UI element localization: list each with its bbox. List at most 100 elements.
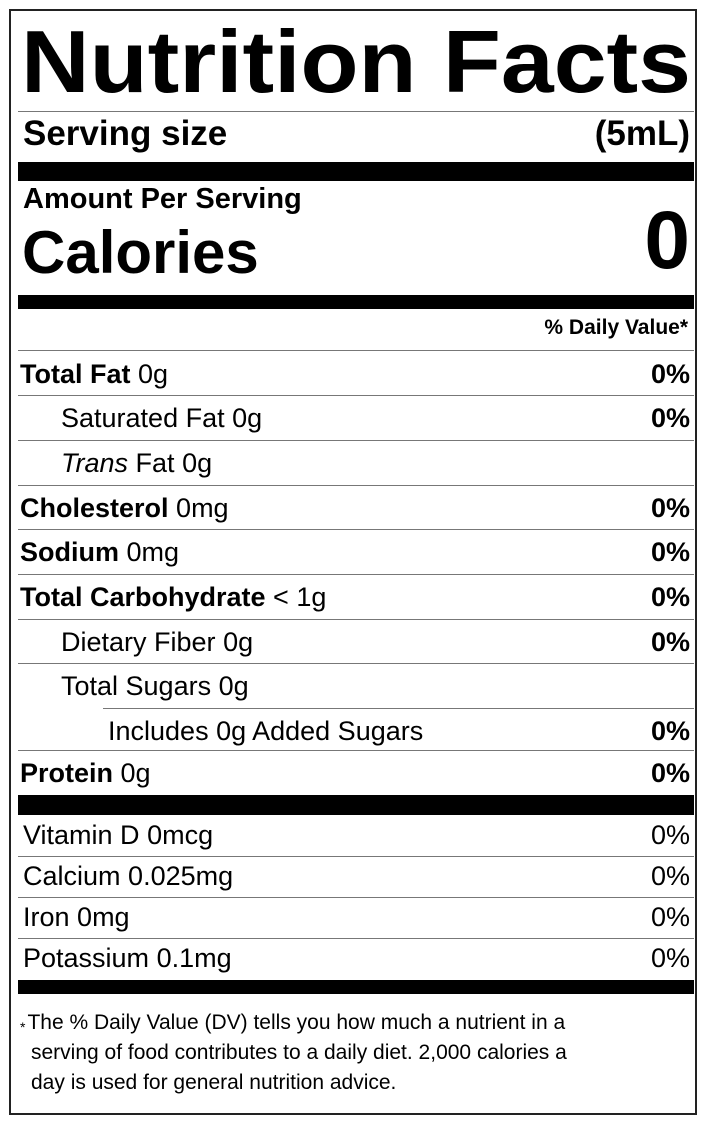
daily-value-percent: 0% <box>650 626 690 657</box>
divider <box>18 619 694 620</box>
nutrient-label: Dietary Fiber 0g <box>18 627 253 658</box>
divider <box>18 529 694 530</box>
nutrient-label: Total Fat 0g <box>18 359 168 390</box>
vitamin-row: Calcium 0.025mg 0% <box>23 856 690 897</box>
divider <box>18 395 694 396</box>
nutrient-row: Dietary Fiber 0g 0% <box>18 620 690 664</box>
calories-value: 0 <box>644 195 690 286</box>
serving-size-value: (5mL) <box>594 114 690 153</box>
daily-value-percent: 0% <box>650 902 690 932</box>
divider <box>18 663 694 664</box>
nutrient-label: Total Sugars 0g <box>18 671 249 702</box>
nutrient-name: Saturated Fat <box>61 402 225 433</box>
nutrition-label-border <box>9 9 697 1115</box>
nutrient-amount: 0g <box>120 757 151 788</box>
thick-divider <box>18 295 694 309</box>
nutrient-amount: 0g <box>218 670 249 701</box>
nutrient-row: Cholesterol 0mg 0% <box>18 486 690 530</box>
nutrient-row: Trans Fat 0g <box>18 441 690 485</box>
nutrient-amount: 0mg <box>176 492 229 523</box>
nutrient-amount: 0g <box>223 626 254 657</box>
nutrient-label: Saturated Fat 0g <box>18 403 262 434</box>
vitamin-label: Calcium 0.025mg <box>23 861 233 892</box>
vitamin-amount: 0mcg <box>147 820 214 850</box>
nutrient-amount: 0g <box>182 447 213 478</box>
daily-value-percent: 0% <box>650 861 690 891</box>
footnote-text: The % Daily Value (DV) tells you how muc… <box>27 1011 566 1034</box>
divider <box>18 440 694 441</box>
nutrient-row: Includes 0g Added Sugars 0% <box>18 709 690 753</box>
calories-label: Calories <box>22 219 259 286</box>
vitamin-amount: 0.1mg <box>156 943 232 973</box>
divider <box>103 708 694 709</box>
asterisk: * <box>20 1019 26 1035</box>
nutrient-row: Total Carbohydrate < 1g 0% <box>18 575 690 619</box>
nutrient-name: Dietary Fiber <box>61 626 216 657</box>
nutrient-label: Cholesterol 0mg <box>18 493 229 524</box>
serving-size-label: Serving size <box>23 114 228 153</box>
vitamin-name: Potassium <box>23 943 150 973</box>
footnote-line: day is used for general nutrition advice… <box>31 1071 397 1094</box>
vitamin-label: Vitamin D 0mcg <box>23 820 213 851</box>
nutrient-label: Protein 0g <box>18 758 151 789</box>
nutrient-amount: < 1g <box>273 581 327 612</box>
nutrient-amount: 0g <box>232 402 263 433</box>
daily-value-percent: 0% <box>650 581 690 612</box>
nutrient-label: Total Carbohydrate < 1g <box>18 582 326 613</box>
daily-value-header: % Daily Value* <box>544 316 688 339</box>
divider <box>18 856 694 857</box>
nutrient-name: Cholesterol <box>20 492 169 523</box>
vitamin-row: Potassium 0.1mg 0% <box>23 938 690 979</box>
nutrient-row: Sodium 0mg 0% <box>18 530 690 574</box>
daily-value-percent: 0% <box>650 715 690 746</box>
nutrient-amount: 0mg <box>126 536 180 567</box>
nutrient-name: Sodium <box>20 536 119 567</box>
daily-value-percent: 0% <box>650 820 690 850</box>
nutrient-name: Trans <box>61 447 129 478</box>
divider <box>18 485 694 486</box>
nutrient-row: Total Fat 0g 0% <box>18 352 690 396</box>
footnote-line: *The % Daily Value (DV) tells you how mu… <box>20 1008 680 1038</box>
vitamin-name: Calcium <box>23 861 121 891</box>
nutrient-name: Includes 0g Added Sugars <box>108 715 424 746</box>
nutrient-name: Total Fat <box>20 358 131 389</box>
nutrient-row: Protein 0g 0% <box>18 751 690 795</box>
nutrient-name: Protein <box>20 757 114 788</box>
vitamin-amount: 0.025mg <box>128 861 234 891</box>
divider <box>18 897 694 898</box>
vitamin-label: Potassium 0.1mg <box>23 943 232 974</box>
amount-per-serving: Amount Per Serving <box>23 183 302 215</box>
vitamin-name: Iron <box>23 902 70 932</box>
vitamin-name: Vitamin D <box>23 820 140 850</box>
nutrient-name: Total Carbohydrate <box>20 581 266 612</box>
nutrient-name: Total Sugars <box>61 670 212 701</box>
daily-value-percent: 0% <box>650 536 690 567</box>
daily-value-percent: 0% <box>650 492 690 523</box>
nutrient-row: Saturated Fat 0g 0% <box>18 396 690 440</box>
title-svg: Nutrition Facts <box>21 22 691 102</box>
page-title: Nutrition Facts <box>21 22 691 102</box>
daily-value-percent: 0% <box>650 943 690 973</box>
vitamin-label: Iron 0mg <box>23 902 130 933</box>
divider <box>18 574 694 575</box>
thick-divider <box>18 162 694 181</box>
nutrient-label: Includes 0g Added Sugars <box>18 716 423 747</box>
nutrient-name-rest: Fat <box>135 447 175 478</box>
vitamin-amount: 0mg <box>77 902 130 932</box>
thick-divider <box>18 795 694 815</box>
divider <box>18 938 694 939</box>
footnote: *The % Daily Value (DV) tells you how mu… <box>20 1008 680 1098</box>
daily-value-percent: 0% <box>650 757 690 788</box>
divider <box>18 350 694 351</box>
daily-value-percent: 0% <box>650 358 690 389</box>
nutrient-row: Total Sugars 0g <box>18 664 690 708</box>
nutrient-amount: 0g <box>138 358 169 389</box>
vitamin-row: Vitamin D 0mcg 0% <box>23 815 690 856</box>
footnote-line: serving of food contributes to a daily d… <box>31 1041 567 1064</box>
vitamin-row: Iron 0mg 0% <box>23 897 690 938</box>
divider <box>18 111 694 112</box>
divider <box>18 750 694 751</box>
nutrient-label: Sodium 0mg <box>18 537 179 568</box>
nutrient-label: Trans Fat 0g <box>18 448 212 479</box>
thick-divider <box>18 980 694 994</box>
